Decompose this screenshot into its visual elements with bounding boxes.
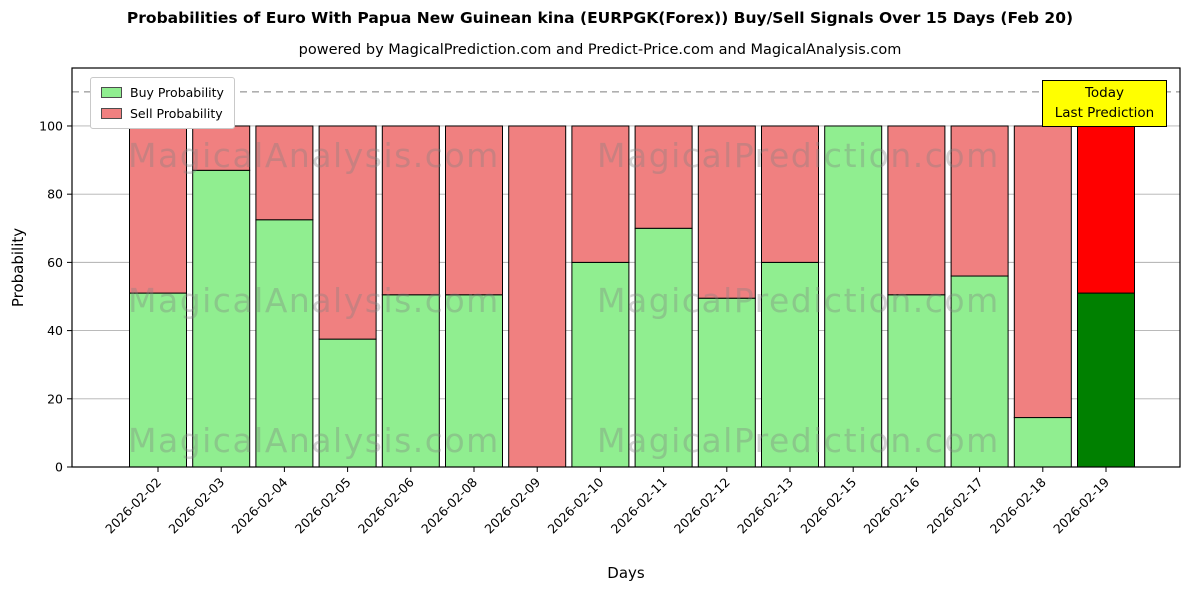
plot-border	[71, 67, 1181, 468]
x-tick-label: 2026-02-05	[292, 475, 354, 537]
sell-swatch	[101, 108, 122, 119]
sell-bar-segment	[950, 125, 1009, 277]
legend-label-buy: Buy Probability	[130, 85, 224, 100]
y-axis-label: Probability	[9, 228, 27, 307]
sell-bar-segment	[887, 125, 946, 296]
x-tick-label: 2026-02-09	[481, 474, 543, 536]
x-tick-label: 2026-02-19	[1050, 474, 1112, 536]
buy-bar-segment	[1013, 417, 1072, 468]
buy-bar-segment	[761, 261, 819, 468]
today-annotation: Today Last Prediction	[1042, 80, 1167, 128]
x-tick-label: 2026-02-06	[355, 474, 417, 536]
buy-bar-segment	[1077, 292, 1135, 468]
x-axis-label: Days	[607, 564, 645, 582]
buy-bar-segment	[192, 169, 251, 468]
buy-bar-segment	[824, 125, 883, 468]
annotation-line2: Last Prediction	[1054, 104, 1155, 121]
sell-bar-segment	[1077, 125, 1135, 294]
sell-bar-segment	[192, 125, 251, 171]
legend-item-buy: Buy Probability	[101, 85, 224, 100]
buy-bar-segment	[571, 261, 630, 468]
sell-bar-segment	[445, 125, 503, 296]
x-tick-label: 2026-02-16	[861, 474, 923, 536]
x-tick-label: 2026-02-15	[797, 475, 859, 537]
buy-bar-segment	[318, 338, 377, 468]
x-tick-label: 2026-02-08	[418, 474, 480, 536]
y-tick-label: 100	[39, 118, 63, 133]
x-tick-label: 2026-02-12	[671, 475, 733, 537]
x-tick-label: 2026-02-04	[229, 474, 291, 536]
sell-bar-segment	[381, 125, 440, 296]
x-tick-label: 2026-02-17	[924, 475, 986, 537]
x-tick-label: 2026-02-13	[734, 475, 796, 537]
sell-bar-segment	[508, 125, 567, 468]
buy-bar-segment	[697, 297, 756, 468]
y-tick-label: 60	[47, 255, 63, 270]
y-tick-label: 40	[47, 323, 63, 338]
y-tick-label: 80	[47, 187, 63, 202]
buy-bar-segment	[445, 294, 503, 468]
y-tick-label: 20	[47, 391, 63, 406]
x-tick-label: 2026-02-11	[608, 475, 670, 537]
sell-bar-segment	[761, 125, 819, 263]
legend-item-sell: Sell Probability	[101, 106, 224, 121]
sell-bar-segment	[1013, 125, 1072, 419]
buy-swatch	[101, 87, 122, 98]
sell-bar-segment	[129, 125, 187, 294]
chart-subtitle: powered by MagicalPrediction.com and Pre…	[298, 42, 902, 58]
sell-bar-segment	[255, 125, 314, 221]
chart-title: Probabilities of Euro With Papua New Gui…	[126, 9, 1074, 27]
y-tick-label: 0	[55, 460, 63, 475]
sell-bar-segment	[697, 125, 756, 299]
buy-bar-segment	[381, 294, 440, 468]
buy-bar-segment	[129, 292, 187, 468]
annotation-line1: Today	[1084, 85, 1125, 101]
x-tick-label: 2026-02-18	[987, 474, 1049, 536]
buy-bar-segment	[255, 219, 314, 468]
sell-bar-segment	[571, 125, 630, 263]
buy-bar-segment	[887, 294, 946, 468]
x-tick-label: 2026-02-10	[545, 474, 607, 536]
sell-bar-segment	[318, 125, 377, 340]
x-tick-label: 2026-02-02	[102, 475, 164, 537]
buy-bar-segment	[634, 227, 693, 468]
legend: Buy Probability Sell Probability	[90, 77, 235, 129]
legend-label-sell: Sell Probability	[130, 106, 223, 121]
x-tick-label: 2026-02-03	[165, 475, 227, 537]
sell-bar-segment	[634, 125, 693, 229]
buy-bar-segment	[950, 275, 1009, 468]
